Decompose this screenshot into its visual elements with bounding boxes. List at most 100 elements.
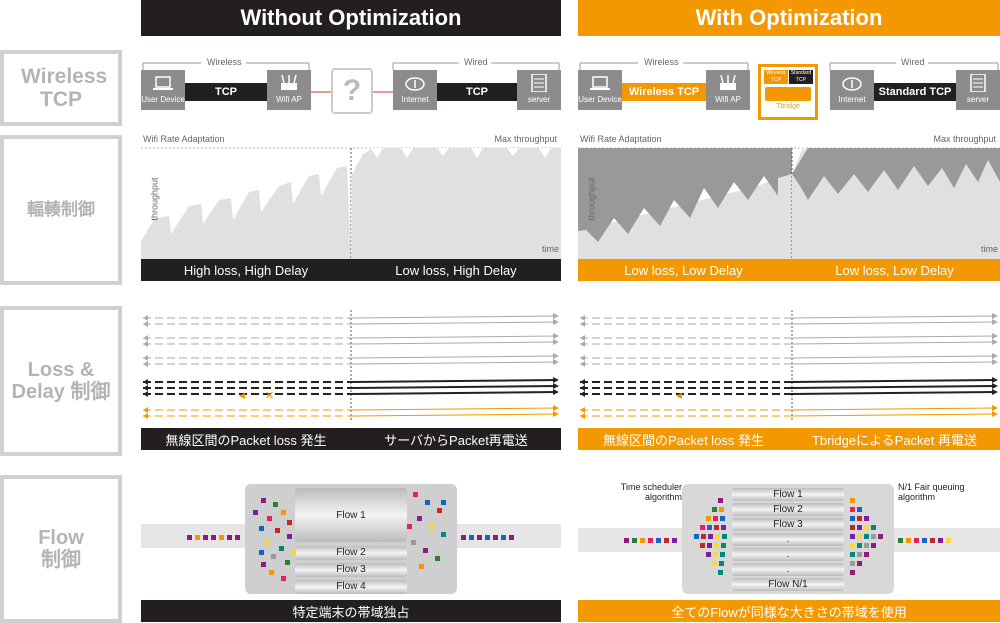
packet-square bbox=[271, 554, 276, 559]
bracket-lines bbox=[579, 62, 999, 70]
arrowhead bbox=[553, 405, 559, 411]
arrowhead bbox=[143, 413, 148, 419]
x-axis-label: time bbox=[541, 244, 559, 254]
packet-square bbox=[708, 534, 713, 539]
packet-line bbox=[350, 321, 558, 325]
cloud-icon bbox=[405, 77, 425, 91]
flow-label-1: Flow 1 bbox=[336, 510, 366, 521]
arrowhead bbox=[553, 313, 559, 319]
packet-square bbox=[259, 526, 264, 531]
packet-square bbox=[195, 535, 200, 540]
wifi-ap-label: Wifi AP bbox=[276, 95, 302, 104]
router-icon bbox=[281, 74, 297, 90]
packets-left-bar: 無線区間のPacket loss 発生 サーバからPacket再電送 bbox=[141, 428, 561, 450]
arrowhead bbox=[553, 333, 559, 339]
packet-square bbox=[850, 516, 855, 521]
arrowhead bbox=[580, 355, 585, 361]
flow-left: Flow 1 Flow 2 Flow 3 Flow 4 bbox=[141, 480, 561, 598]
packet-square bbox=[285, 560, 290, 565]
packet-line bbox=[350, 391, 558, 395]
packet-square bbox=[287, 520, 292, 525]
packet-square bbox=[441, 500, 446, 505]
packet-line bbox=[791, 321, 997, 325]
packet-square bbox=[878, 534, 883, 539]
packet-line bbox=[350, 335, 558, 339]
bar-text: Low loss, Low Delay bbox=[835, 262, 954, 278]
arrowhead bbox=[143, 335, 148, 341]
server-label: server bbox=[527, 95, 551, 104]
packet-square bbox=[898, 538, 903, 543]
arrowhead bbox=[992, 333, 998, 339]
packet-line bbox=[350, 355, 558, 359]
arrowhead bbox=[143, 321, 148, 327]
bar-text: 全てのFlowが同様な大きさの帯域を使用 bbox=[671, 604, 907, 620]
wifi-ap-label: Wifi AP bbox=[715, 95, 741, 104]
packet-square bbox=[694, 534, 699, 539]
laptop-icon bbox=[153, 76, 173, 90]
packet-square bbox=[714, 525, 719, 530]
server: server bbox=[956, 70, 1000, 110]
wired-label: Wired bbox=[464, 57, 488, 67]
arrowhead bbox=[553, 319, 559, 325]
flow-label-2: Flow 2 bbox=[336, 547, 366, 558]
packet-square bbox=[857, 561, 862, 566]
user-device: User Device bbox=[578, 70, 622, 110]
packet-square bbox=[720, 516, 725, 521]
laptop-icon bbox=[590, 76, 610, 90]
packet-square bbox=[287, 534, 292, 539]
packet-square bbox=[275, 528, 280, 533]
packet-square bbox=[509, 535, 514, 540]
arrowhead bbox=[992, 377, 998, 383]
arrowhead bbox=[580, 315, 585, 321]
packet-line bbox=[350, 407, 558, 411]
y-axis-label: throughput bbox=[149, 177, 160, 221]
server-icon bbox=[970, 74, 986, 92]
packet-line bbox=[350, 361, 558, 365]
throughput-right-bar: Low loss, Low Delay Low loss, Low Delay bbox=[578, 259, 1000, 281]
packet-square bbox=[871, 525, 876, 530]
flow-pipe bbox=[732, 563, 844, 576]
max-throughput-label: Max throughput bbox=[933, 134, 996, 144]
flow-label: Flow N/1 bbox=[768, 579, 808, 590]
flow-pipe bbox=[732, 533, 844, 546]
server: server bbox=[517, 70, 561, 110]
packet-line bbox=[791, 379, 997, 383]
topology-left: Wireless Wired User Device TCP Wifi AP ?… bbox=[141, 52, 561, 122]
flow-pipe-3 bbox=[295, 563, 407, 577]
lost-packet-arrow bbox=[676, 393, 682, 399]
server-label: server bbox=[966, 95, 990, 104]
user-device-label: User Device bbox=[141, 95, 185, 104]
row-label-loss-delay: Loss & Delay 制御 bbox=[0, 306, 122, 456]
packet-square bbox=[712, 561, 717, 566]
arrowhead bbox=[580, 385, 585, 391]
bar-text: TbridgeによるPacket 再電送 bbox=[811, 432, 978, 448]
bar-text: 無線区間のPacket loss 発生 bbox=[602, 432, 765, 448]
packet-square bbox=[477, 535, 482, 540]
time-scheduler-label: Time scheduler algorithm bbox=[620, 482, 682, 502]
packet-square bbox=[706, 516, 711, 521]
packet-square bbox=[423, 548, 428, 553]
arrowhead bbox=[553, 389, 559, 395]
arrowhead bbox=[553, 353, 559, 359]
packets-right bbox=[580, 310, 998, 422]
packet-square bbox=[864, 525, 869, 530]
packet-square bbox=[656, 538, 661, 543]
y-axis-label: throughput bbox=[586, 177, 597, 221]
bar-text: Low loss, Low Delay bbox=[624, 262, 743, 278]
throughput-left-bar: High loss, High Delay Low loss, High Del… bbox=[141, 259, 561, 281]
row-label-text: Loss & Delay 制御 bbox=[11, 359, 111, 403]
tbridge-wireless-tcp: Wireless TCP bbox=[764, 70, 788, 84]
arrowhead bbox=[992, 383, 998, 389]
packet-square bbox=[850, 570, 855, 575]
arrowhead bbox=[580, 407, 585, 413]
packet-square bbox=[640, 538, 645, 543]
throughput-right: Wifi Rate Adaptation Max throughput thro… bbox=[578, 134, 1000, 259]
internet: Internet bbox=[393, 70, 437, 110]
packet-line bbox=[791, 335, 997, 339]
server-icon bbox=[531, 74, 547, 92]
packet-square bbox=[700, 543, 705, 548]
packet-square bbox=[211, 535, 216, 540]
packet-square bbox=[253, 510, 258, 515]
packet-square bbox=[850, 543, 855, 548]
wired-label: Wired bbox=[901, 57, 925, 67]
